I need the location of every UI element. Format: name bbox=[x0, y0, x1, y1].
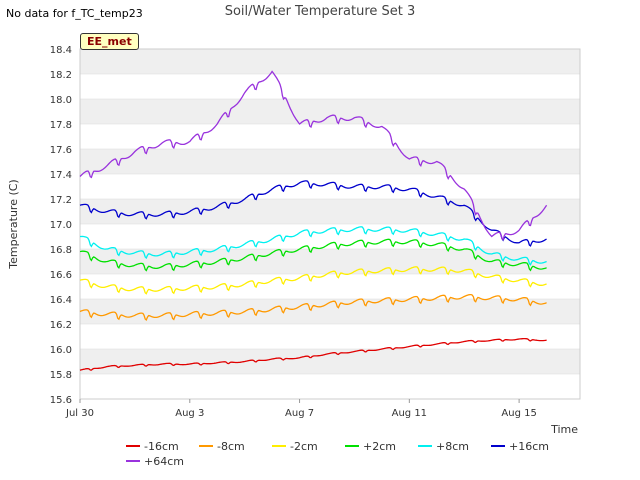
legend-label: +16cm bbox=[509, 440, 549, 453]
plot-frame bbox=[79, 48, 581, 400]
plot-band bbox=[80, 199, 580, 224]
y-tick-label: 16.6 bbox=[50, 270, 72, 281]
x-tick-label: Aug 3 bbox=[175, 408, 204, 419]
legend-label: -16cm bbox=[144, 440, 179, 453]
no-data-notice: No data for f_TC_temp23 bbox=[6, 7, 143, 20]
y-tick-label: 16.2 bbox=[50, 320, 72, 331]
x-tick-label: Jul 30 bbox=[65, 408, 94, 419]
x-tick-label: Aug 11 bbox=[392, 408, 427, 419]
legend-label: -2cm bbox=[290, 440, 318, 453]
y-axis-label: Temperature (C) bbox=[7, 179, 20, 269]
legend-label: +2cm bbox=[363, 440, 396, 453]
y-tick-label: 18.2 bbox=[50, 70, 72, 81]
y-tick-label: 17.0 bbox=[50, 220, 72, 231]
chart-title: Soil/Water Temperature Set 3 bbox=[224, 4, 416, 19]
plot-band bbox=[80, 99, 580, 124]
y-tick-label: 17.8 bbox=[50, 120, 72, 131]
y-axis-ticks: 15.6 15.8 16.0 16.2 16.4 16.6 16.8 17.0 17.2 17.4… bbox=[50, 45, 72, 406]
series-line--2cm bbox=[79, 266, 547, 295]
legend: -16cm -8cm -2cm +2cm +8cm +16cm +64cm bbox=[126, 440, 549, 468]
grid-lines bbox=[80, 48, 580, 400]
y-tick-label: 15.6 bbox=[50, 395, 72, 406]
plot-band bbox=[80, 149, 580, 174]
series-lines bbox=[79, 70, 548, 371]
plot-bands bbox=[80, 49, 580, 374]
x-axis-ticks: Jul 30 Aug 3 Aug 7 Aug 11 Aug 15 bbox=[65, 399, 537, 419]
plot-band bbox=[80, 249, 580, 274]
y-tick-label: 18.4 bbox=[50, 45, 72, 56]
series-line--8cm bbox=[79, 293, 547, 321]
y-tick-label: 18.0 bbox=[50, 95, 72, 106]
y-tick-label: 16.0 bbox=[50, 345, 72, 356]
x-tick-label: Aug 15 bbox=[501, 408, 536, 419]
plot-band bbox=[80, 49, 580, 74]
site-badge: EE_met bbox=[80, 33, 139, 50]
legend-label: +8cm bbox=[436, 440, 469, 453]
y-tick-label: 16.8 bbox=[50, 245, 72, 256]
y-tick-label: 17.2 bbox=[50, 195, 72, 206]
y-tick-label: 16.4 bbox=[50, 295, 72, 306]
y-tick-label: 17.6 bbox=[50, 145, 72, 156]
y-tick-label: 17.4 bbox=[50, 170, 72, 181]
x-tick-label: Aug 7 bbox=[285, 408, 314, 419]
legend-label: +64cm bbox=[144, 455, 184, 468]
plot-band bbox=[80, 299, 580, 324]
y-tick-label: 15.8 bbox=[50, 370, 72, 381]
x-axis-label: Time bbox=[550, 423, 578, 436]
series-line--16cm bbox=[79, 337, 547, 371]
legend-label: -8cm bbox=[217, 440, 245, 453]
series-line-+8cm bbox=[80, 226, 547, 266]
series-line-+64cm bbox=[79, 70, 548, 241]
series-line-+2cm bbox=[79, 238, 547, 272]
series-line-+16cm bbox=[79, 180, 547, 247]
